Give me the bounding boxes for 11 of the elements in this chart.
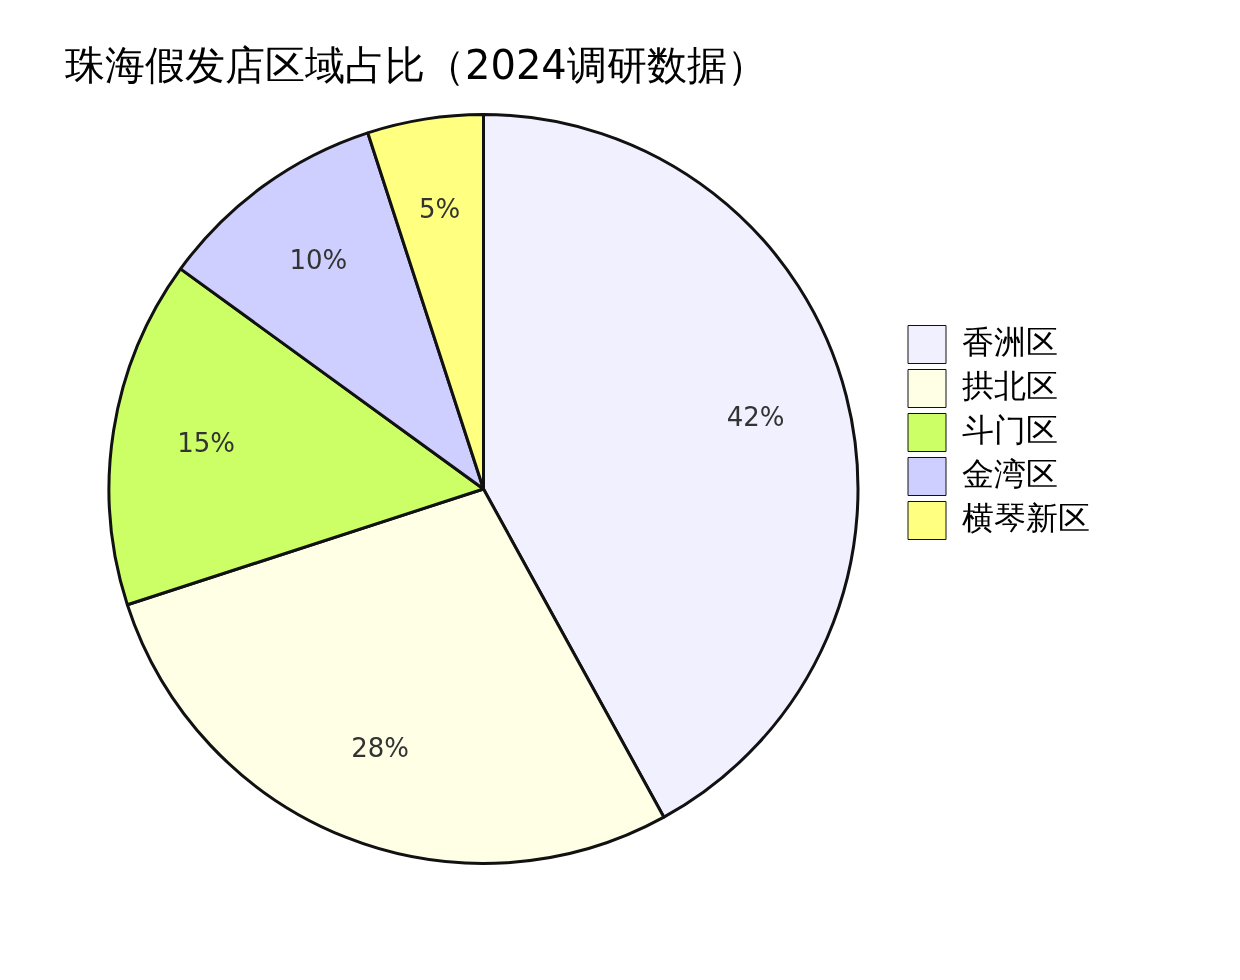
data-label: 15% bbox=[177, 427, 235, 458]
legend-label: 横琴新区 bbox=[962, 498, 1090, 537]
chart-title: 珠海假发店区域占比（2024调研数据） bbox=[65, 42, 767, 89]
data-label: 5% bbox=[418, 194, 461, 225]
legend-label: 金湾区 bbox=[962, 454, 1058, 493]
data-label: 10% bbox=[289, 244, 348, 275]
data-label: 28% bbox=[351, 732, 409, 763]
legend-label: 拱北区 bbox=[962, 366, 1058, 405]
data-label: 42% bbox=[726, 401, 785, 432]
legend-label: 香洲区 bbox=[962, 322, 1058, 361]
legend-label: 斗门区 bbox=[962, 410, 1058, 449]
